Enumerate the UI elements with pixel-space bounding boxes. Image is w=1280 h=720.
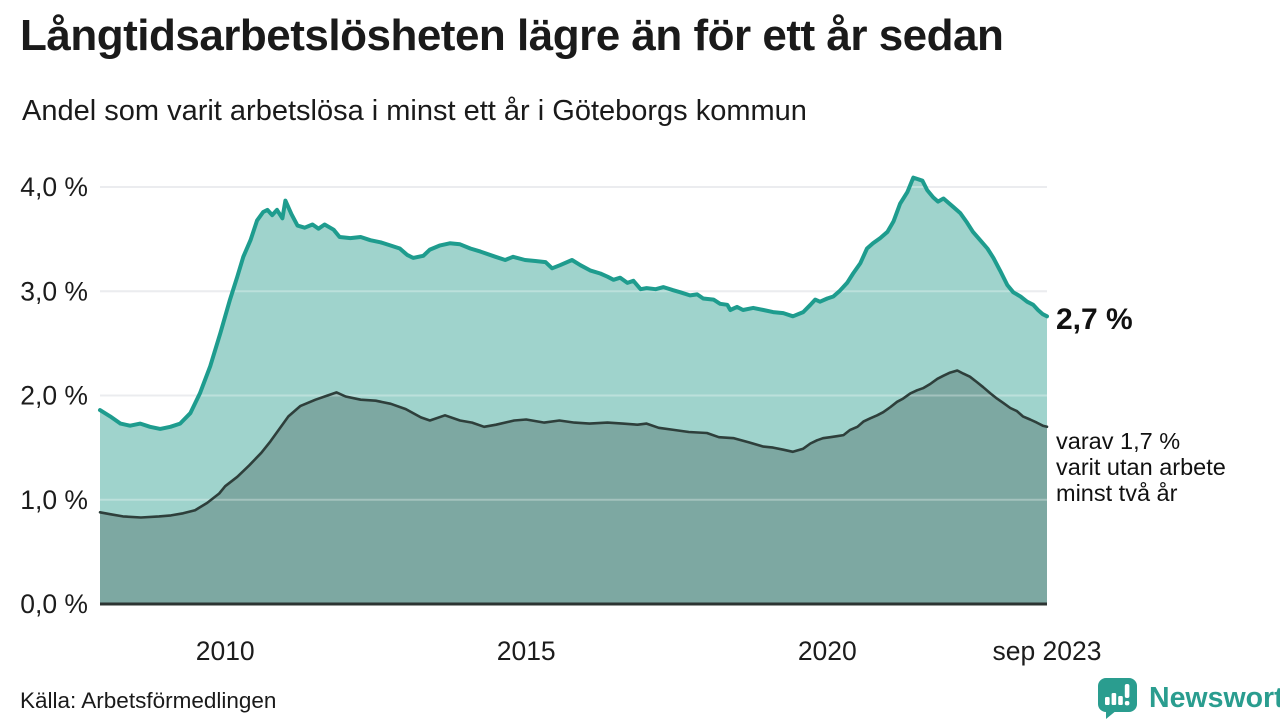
page-title: Långtidsarbetslösheten lägre än för ett …	[20, 11, 1004, 60]
x-tick-label: sep 2023	[992, 636, 1101, 666]
y-tick-label: 1,0 %	[20, 485, 88, 515]
newsworthy-bubble-chart-icon	[1098, 678, 1137, 719]
page-subtitle: Andel som varit arbetslösa i minst ett å…	[22, 95, 807, 127]
series1-end-value-label: 2,7 %	[1056, 303, 1133, 336]
series2-line	[98, 369, 1049, 519]
brand-wordmark: Newsworthy	[1149, 682, 1280, 714]
series2-area	[100, 370, 1047, 604]
x-tick-label: 2015	[497, 636, 556, 666]
y-tick-label: 0,0 %	[20, 589, 88, 619]
source-attribution: Källa: Arbetsförmedlingen	[20, 688, 277, 713]
series2-label-line2: varit utan arbete	[1056, 454, 1226, 480]
series2-end-value-label: varav 1,7 % varit utan arbete minst två …	[1056, 428, 1226, 506]
series2-label-line3: minst två år	[1056, 480, 1178, 506]
series2-label-line1: varav 1,7 %	[1056, 428, 1181, 454]
y-tick-label: 2,0 %	[20, 381, 88, 411]
y-tick-label: 4,0 %	[20, 172, 88, 202]
series1-line	[98, 175, 1049, 431]
x-tick-label: 2010	[196, 636, 255, 666]
newsworthy-logo: Newsworthy	[1097, 677, 1280, 719]
x-tick-label: 2020	[798, 636, 857, 666]
y-tick-label: 3,0 %	[20, 276, 88, 306]
